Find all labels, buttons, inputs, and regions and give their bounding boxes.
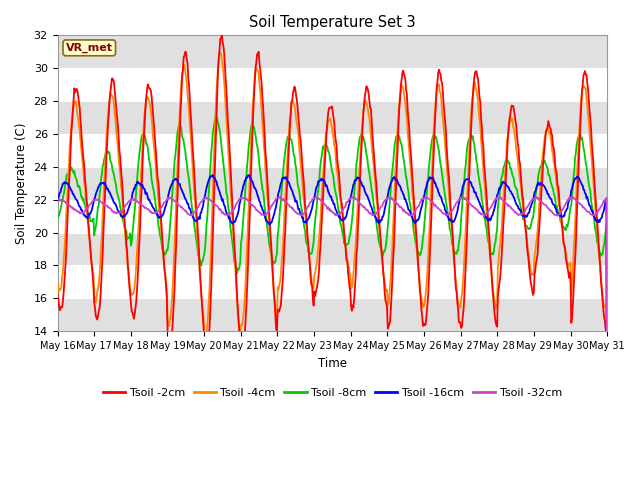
Bar — [58, 101, 607, 134]
Legend: Tsoil -2cm, Tsoil -4cm, Tsoil -8cm, Tsoil -16cm, Tsoil -32cm: Tsoil -2cm, Tsoil -4cm, Tsoil -8cm, Tsoi… — [99, 384, 566, 403]
Bar — [58, 167, 607, 200]
Bar — [58, 233, 607, 265]
Text: VR_met: VR_met — [66, 43, 113, 53]
Y-axis label: Soil Temperature (C): Soil Temperature (C) — [15, 122, 28, 244]
Bar — [58, 36, 607, 68]
X-axis label: Time: Time — [318, 357, 347, 370]
Bar — [58, 299, 607, 331]
Title: Soil Temperature Set 3: Soil Temperature Set 3 — [249, 15, 415, 30]
